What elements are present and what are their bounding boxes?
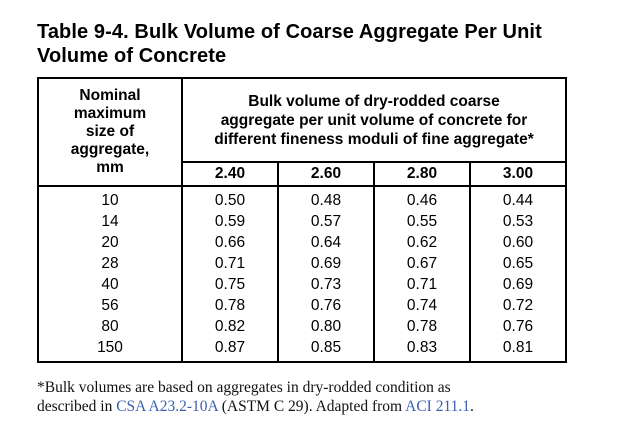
left-header-line: aggregate, — [70, 141, 150, 158]
table-title: Table 9-4. Bulk Volume of Coarse Aggrega… — [37, 20, 597, 68]
table-row: 10 0.50 0.48 0.46 0.44 — [38, 186, 566, 211]
bulk-volume-cell: 0.72 — [502, 297, 534, 314]
csa-standard-link[interactable]: CSA A23.2-10A — [116, 398, 218, 415]
table-row: 80 0.82 0.80 0.78 0.76 — [38, 316, 566, 337]
aggregate-size-cell: 20 — [38, 232, 183, 253]
bulk-volume-cell: 0.53 — [502, 213, 534, 230]
group-header-line: Bulk volume of dry-rodded coarse — [248, 92, 500, 110]
table-title-line-2: Volume of Concrete — [37, 45, 227, 67]
bulk-volume-cell: 0.71 — [182, 253, 279, 274]
nominal-size-header: Nominal maximum size of aggregate, mm — [38, 78, 183, 187]
bulk-volume-cell: 0.66 — [182, 232, 279, 253]
footnote-text: . — [470, 398, 474, 415]
bulk-volume-cell: 0.73 — [278, 274, 375, 295]
bulk-volume-cell: 0.57 — [278, 211, 375, 232]
bulk-volume-table: Nominal maximum size of aggregate, mm Bu… — [37, 77, 567, 363]
bulk-volume-cell: 0.50 — [182, 186, 279, 211]
table-title-line-1: Table 9-4. Bulk Volume of Coarse Aggrega… — [37, 21, 542, 43]
group-header-line: different fineness moduli of fine aggreg… — [214, 130, 534, 148]
table-row: 14 0.59 0.57 0.55 0.53 — [38, 211, 566, 232]
fineness-modulus-header: 2.40 — [182, 162, 279, 187]
table-row: 56 0.78 0.76 0.74 0.72 — [38, 295, 566, 316]
bulk-volume-cell: 0.44 — [502, 192, 534, 209]
bulk-volume-cell: 0.59 — [182, 211, 279, 232]
aggregate-size-cell: 40 — [38, 274, 183, 295]
table-row: 150 0.87 0.85 0.83 0.81 — [38, 337, 566, 362]
bulk-volume-cell: 0.81 — [502, 339, 534, 356]
footnote-text: described in — [37, 398, 117, 415]
bulk-volume-cell: 0.71 — [374, 274, 471, 295]
bulk-volume-cell: 0.83 — [374, 337, 471, 362]
left-header-line: maximum — [73, 105, 147, 122]
footnote-line-1: *Bulk volumes are based on aggregates in… — [37, 379, 451, 396]
bulk-volume-cell: 0.62 — [374, 232, 471, 253]
bulk-volume-cell: 0.85 — [278, 337, 375, 362]
left-header-line: mm — [96, 159, 124, 176]
left-header-line: size of — [85, 123, 135, 140]
bulk-volume-cell: 0.75 — [182, 274, 279, 295]
aggregate-size-cell: 56 — [38, 295, 183, 316]
fineness-modulus-header: 3.00 — [470, 162, 566, 187]
aci-reference-link[interactable]: ACI 211.1 — [405, 398, 470, 415]
bulk-volume-cell: 0.76 — [502, 318, 534, 335]
bulk-volume-cell: 0.80 — [278, 316, 375, 337]
aggregate-size-cell: 10 — [38, 186, 183, 211]
bulk-volume-cell: 0.69 — [502, 276, 534, 293]
table-row: 20 0.66 0.64 0.62 0.60 — [38, 232, 566, 253]
bulk-volume-cell: 0.48 — [278, 186, 375, 211]
aggregate-size-cell: 80 — [38, 316, 183, 337]
bulk-volume-cell: 0.60 — [502, 234, 534, 251]
bulk-volume-cell: 0.82 — [182, 316, 279, 337]
fineness-modulus-header: 2.60 — [278, 162, 375, 187]
aggregate-size-cell: 14 — [38, 211, 183, 232]
table-footnote: *Bulk volumes are based on aggregates in… — [37, 378, 617, 416]
left-header-line: Nominal — [79, 87, 141, 104]
bulk-volume-cell: 0.78 — [374, 316, 471, 337]
group-header-line: aggregate per unit volume of concrete fo… — [220, 111, 528, 129]
bulk-volume-cell: 0.64 — [278, 232, 375, 253]
bulk-volume-cell: 0.78 — [182, 295, 279, 316]
bulk-volume-cell: 0.87 — [182, 337, 279, 362]
bulk-volume-cell: 0.74 — [374, 295, 471, 316]
table-row: 28 0.71 0.69 0.67 0.65 — [38, 253, 566, 274]
fineness-modulus-header: 2.80 — [374, 162, 471, 187]
bulk-volume-cell: 0.76 — [278, 295, 375, 316]
bulk-volume-group-header: Bulk volume of dry-rodded coarse aggrega… — [182, 78, 566, 163]
aggregate-size-cell: 28 — [38, 253, 183, 274]
bulk-volume-cell: 0.69 — [278, 253, 375, 274]
footnote-line-2: described in CSA A23.2-10A (ASTM C 29). … — [37, 397, 617, 416]
bulk-volume-cell: 0.46 — [374, 186, 471, 211]
bulk-volume-cell: 0.65 — [502, 255, 534, 272]
bulk-volume-cell: 0.67 — [374, 253, 471, 274]
aggregate-size-cell: 150 — [38, 337, 183, 362]
bulk-volume-cell: 0.55 — [374, 211, 471, 232]
footnote-text: (ASTM C 29). Adapted from — [217, 398, 406, 415]
table-row: 40 0.75 0.73 0.71 0.69 — [38, 274, 566, 295]
